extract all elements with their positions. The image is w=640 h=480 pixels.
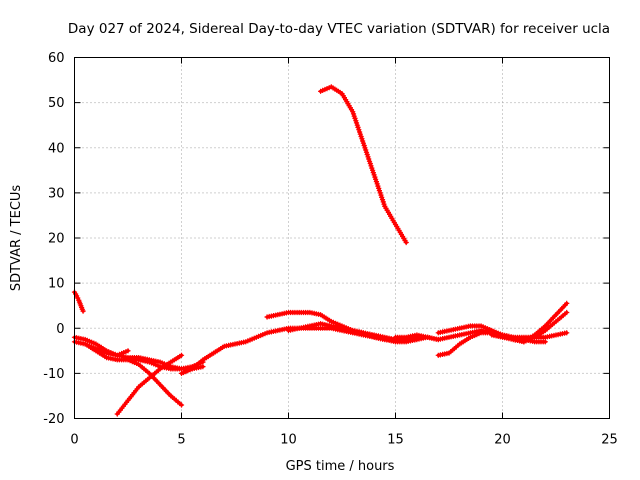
y-tick-label: 60 <box>48 51 65 66</box>
series-arc-9 <box>285 321 431 345</box>
y-tick-label: 20 <box>48 232 65 247</box>
grid <box>74 57 610 419</box>
series-arc-10 <box>318 84 409 246</box>
series-arc-4 <box>82 341 131 358</box>
series-arc-6 <box>125 357 185 408</box>
axis-ticks: 0 5 10 15 20 25 -20 -10 0 10 20 30 40 50 60 <box>43 51 618 448</box>
y-tick-label: 30 <box>48 186 65 201</box>
x-tick-label: 5 <box>177 433 185 448</box>
series-arc-1 <box>71 289 86 314</box>
y-tick-label: -10 <box>43 367 64 382</box>
x-axis-label: GPS time / hours <box>286 459 395 474</box>
series-arc-15 <box>521 300 570 345</box>
y-tick-label: 50 <box>48 96 65 111</box>
series-markers <box>125 357 185 408</box>
series-markers <box>285 321 431 345</box>
series-markers <box>82 341 131 358</box>
chart-title: Day 027 of 2024, Sidereal Day-to-day VTE… <box>68 21 610 37</box>
series-markers <box>71 289 86 314</box>
x-tick-label: 0 <box>70 433 78 448</box>
series-markers <box>178 325 420 376</box>
y-tick-label: -20 <box>43 412 64 427</box>
x-tick-label: 10 <box>280 433 297 448</box>
x-tick-label: 25 <box>601 433 618 448</box>
x-tick-label: 15 <box>387 433 404 448</box>
x-tick-label: 20 <box>494 433 511 448</box>
series-markers <box>318 84 409 246</box>
y-tick-label: 10 <box>48 277 65 292</box>
series-arc-7 <box>178 325 420 376</box>
data-series <box>71 84 570 417</box>
y-tick-label: 40 <box>48 141 65 156</box>
y-axis-label: SDTVAR / TECUs <box>9 185 24 292</box>
y-tick-label: 0 <box>56 322 64 337</box>
series-markers <box>521 300 570 345</box>
series-arc-5 <box>114 352 185 417</box>
